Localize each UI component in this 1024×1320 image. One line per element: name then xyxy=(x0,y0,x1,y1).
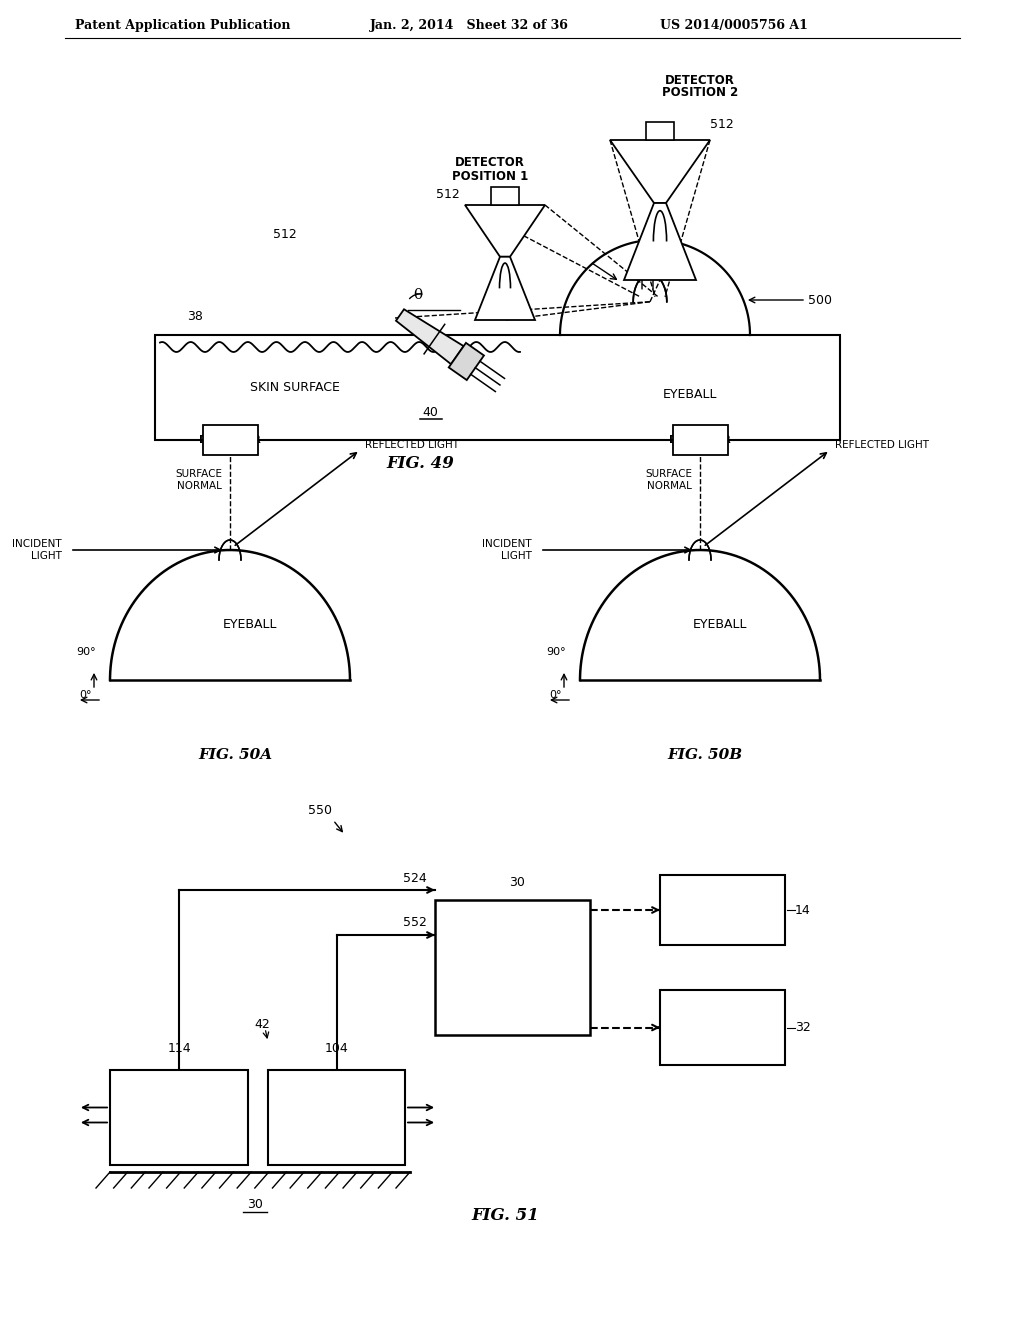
Text: EYEBALL: EYEBALL xyxy=(223,619,278,631)
Bar xyxy=(673,425,727,455)
Text: 512: 512 xyxy=(273,228,297,242)
Text: 90°: 90° xyxy=(76,647,96,657)
Polygon shape xyxy=(624,203,696,280)
Text: SKIN SURFACE: SKIN SURFACE xyxy=(250,381,340,393)
Polygon shape xyxy=(449,343,484,380)
Bar xyxy=(110,1071,248,1166)
Text: 524: 524 xyxy=(403,871,427,884)
Text: SURFACE
NORMAL: SURFACE NORMAL xyxy=(175,469,222,491)
Text: 90°: 90° xyxy=(546,647,566,657)
Text: 30: 30 xyxy=(510,875,525,888)
Text: FIG. 51: FIG. 51 xyxy=(471,1206,539,1224)
Text: REFLECTED LIGHT: REFLECTED LIGHT xyxy=(835,440,929,450)
Text: DETECTOR: DETECTOR xyxy=(669,436,731,445)
Bar xyxy=(435,900,590,1035)
Text: INCIDENT
LIGHT: INCIDENT LIGHT xyxy=(482,539,532,561)
Text: ELECTRONICS: ELECTRONICS xyxy=(467,970,558,983)
Text: CONTACT: CONTACT xyxy=(307,1105,366,1114)
Text: 512: 512 xyxy=(710,117,734,131)
Text: 38: 38 xyxy=(187,310,203,323)
Text: 40: 40 xyxy=(422,405,438,418)
Text: FIG. 49: FIG. 49 xyxy=(386,455,454,473)
Text: CONTROL: CONTROL xyxy=(480,952,544,965)
Bar xyxy=(268,1071,406,1166)
Text: 0°: 0° xyxy=(80,690,92,700)
Text: EYEBALL: EYEBALL xyxy=(693,619,748,631)
Text: SENSOR: SENSOR xyxy=(154,1121,205,1130)
Text: EYEBALL: EYEBALL xyxy=(663,388,717,401)
Text: DETECTOR: DETECTOR xyxy=(199,436,261,445)
Text: 104: 104 xyxy=(325,1041,348,1055)
Text: Jan. 2, 2014   Sheet 32 of 36: Jan. 2, 2014 Sheet 32 of 36 xyxy=(370,18,569,32)
Text: EYE SAFETY: EYE SAFETY xyxy=(141,1105,216,1114)
Bar xyxy=(660,990,785,1065)
Text: θ: θ xyxy=(414,288,423,302)
Polygon shape xyxy=(610,140,710,203)
Bar xyxy=(490,187,519,205)
Text: REFLECTED LIGHT: REFLECTED LIGHT xyxy=(365,440,459,450)
Text: DETECTOR: DETECTOR xyxy=(455,157,525,169)
Text: DETECTOR: DETECTOR xyxy=(665,74,735,87)
Text: POSITION 1: POSITION 1 xyxy=(452,169,528,182)
Bar xyxy=(646,121,674,140)
Text: 32: 32 xyxy=(795,1020,811,1034)
Text: 14: 14 xyxy=(795,903,811,916)
Text: Patent Application Publication: Patent Application Publication xyxy=(75,18,291,32)
Text: SOURCE: SOURCE xyxy=(695,912,750,924)
Text: US 2014/0005756 A1: US 2014/0005756 A1 xyxy=(660,18,808,32)
Text: 114: 114 xyxy=(167,1041,190,1055)
Bar xyxy=(155,335,840,440)
Text: SURFACE
NORMAL: SURFACE NORMAL xyxy=(645,469,692,491)
Text: 30: 30 xyxy=(247,1199,263,1212)
Text: 512: 512 xyxy=(436,189,460,202)
Text: 500: 500 xyxy=(808,293,831,306)
Text: POSITION 2: POSITION 2 xyxy=(662,87,738,99)
Text: LIGHT: LIGHT xyxy=(702,895,742,908)
Text: 42: 42 xyxy=(254,1019,270,1031)
Text: 552: 552 xyxy=(403,916,427,929)
Text: FIG. 50A: FIG. 50A xyxy=(198,748,272,762)
Polygon shape xyxy=(475,257,535,319)
Text: FIG. 50B: FIG. 50B xyxy=(668,748,742,762)
Text: SENSOR(S): SENSOR(S) xyxy=(302,1121,371,1130)
Polygon shape xyxy=(396,309,464,364)
Polygon shape xyxy=(465,205,545,257)
Text: DISPLAY: DISPLAY xyxy=(695,1020,750,1034)
Bar xyxy=(660,875,785,945)
Text: 0°: 0° xyxy=(550,690,562,700)
Text: 550: 550 xyxy=(308,804,332,817)
Text: INCIDENT
LIGHT: INCIDENT LIGHT xyxy=(12,539,62,561)
Bar xyxy=(203,425,257,455)
